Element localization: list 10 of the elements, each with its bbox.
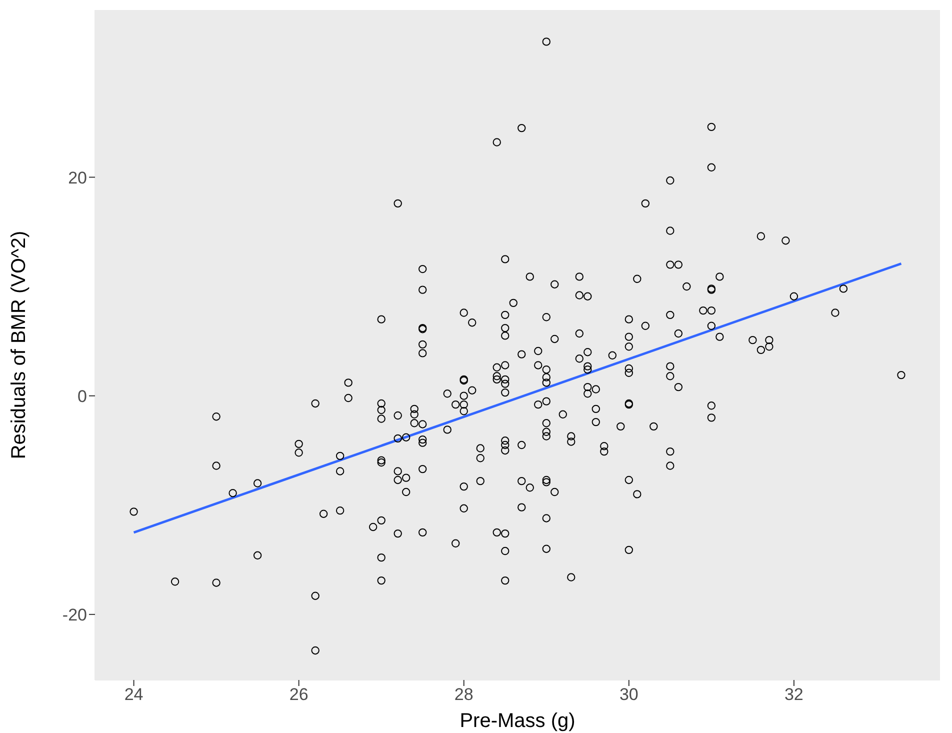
x-tick-label: 28 (454, 685, 474, 704)
x-tick-label: 26 (289, 685, 308, 704)
x-axis-title: Pre-Mass (g) (460, 710, 576, 732)
y-axis-title: Residuals of BMR (VO^2) (8, 230, 30, 460)
x-tick-label: 24 (124, 685, 144, 704)
x-tick-label: 30 (619, 685, 638, 704)
y-tick-label: 20 (68, 168, 87, 188)
y-tick-label: -20 (62, 605, 87, 624)
y-tick-label: 0 (78, 386, 87, 406)
x-tick-label: 32 (784, 685, 804, 704)
